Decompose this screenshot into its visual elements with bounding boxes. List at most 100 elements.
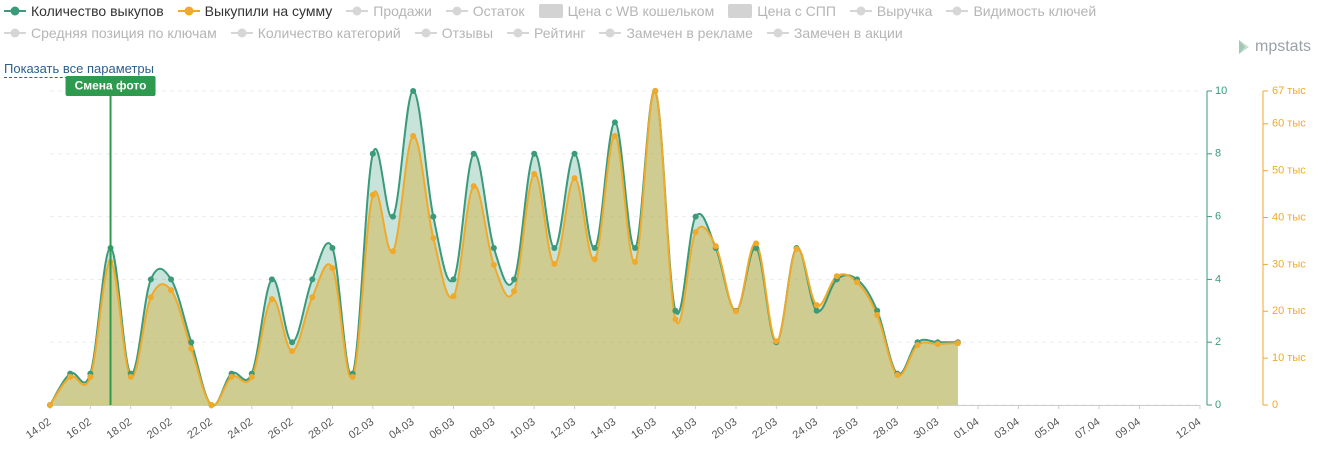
point: [591, 245, 598, 251]
point: [692, 213, 699, 220]
y-tick-label: 0: [1215, 399, 1221, 411]
point: [147, 294, 154, 301]
point: [712, 243, 719, 250]
y-tick-label: 10: [1215, 85, 1227, 97]
point: [389, 248, 396, 255]
point: [188, 345, 195, 352]
legend-item[interactable]: Средняя позиция по ключам: [4, 24, 217, 42]
point: [571, 150, 578, 157]
point: [914, 342, 921, 349]
point: [490, 261, 497, 268]
y-tick-label: 8: [1215, 148, 1221, 160]
x-tick-label: 12.04: [1174, 416, 1203, 442]
legend-label: Продажи: [373, 3, 432, 19]
point: [793, 245, 800, 252]
legend-item[interactable]: Продажи: [346, 2, 432, 20]
point: [611, 132, 618, 139]
point: [268, 296, 275, 303]
legend-item[interactable]: Количество категорий: [230, 24, 401, 42]
point: [611, 119, 618, 126]
y-tick-label: 6: [1215, 211, 1221, 223]
point: [490, 245, 497, 251]
y2-tick-label: 0: [1272, 399, 1278, 411]
point: [369, 192, 376, 199]
point: [87, 373, 94, 380]
legend-item[interactable]: Количество выкупов: [4, 2, 164, 20]
point: [652, 88, 659, 94]
point: [127, 373, 134, 380]
point: [410, 88, 417, 94]
point: [833, 273, 840, 280]
legend-item[interactable]: Отзывы: [414, 24, 493, 42]
legend-item[interactable]: Цена с WB кошельком: [538, 2, 715, 20]
point: [954, 340, 961, 347]
legend-item[interactable]: Остаток: [445, 2, 525, 20]
x-tick-label: 01.04: [952, 416, 981, 442]
y2-tick-label: 60 тыс: [1272, 118, 1306, 130]
y2-tick-label: 10 тыс: [1272, 352, 1306, 364]
x-tick-label: 06.03: [427, 416, 456, 442]
point: [268, 276, 275, 283]
point: [551, 260, 558, 267]
point: [874, 307, 881, 314]
point: [934, 341, 941, 348]
legend-label: Цена с СПП: [757, 3, 836, 19]
x-tick-label: 16.03: [629, 416, 658, 442]
legend: Количество выкупов Выкупили на сумму Прода…: [4, 2, 1114, 42]
point: [732, 308, 739, 315]
x-tick-label: 14.02: [24, 416, 53, 442]
point: [430, 235, 437, 242]
legend-item[interactable]: Цена с СПП: [728, 2, 836, 20]
point: [571, 175, 578, 182]
x-tick-label: 14.03: [589, 416, 618, 442]
x-tick-label: 24.03: [791, 416, 820, 442]
x-tick-label: 12.03: [549, 416, 578, 442]
x-tick-label: 05.04: [1033, 416, 1062, 442]
point: [511, 288, 518, 295]
point: [531, 150, 538, 157]
x-tick-label: 18.02: [105, 416, 134, 442]
point: [248, 373, 255, 380]
x-tick-label: 18.03: [670, 416, 699, 442]
legend-item[interactable]: Выкупили на сумму: [177, 2, 332, 20]
legend-label: Рейтинг: [534, 25, 586, 41]
x-tick-label: 03.04: [992, 416, 1021, 442]
legend-label: Замечен в акции: [793, 25, 903, 41]
point: [450, 293, 457, 300]
point: [813, 307, 820, 314]
x-tick-label: 28.03: [871, 416, 900, 442]
legend-label: Цена с WB кошельком: [567, 3, 715, 19]
legend-icon: [766, 28, 789, 38]
x-tick-label: 26.02: [266, 416, 295, 442]
point: [188, 339, 195, 346]
x-tick-label: 22.03: [750, 416, 779, 442]
legend-icon: [728, 4, 753, 18]
point: [389, 213, 396, 220]
legend-item[interactable]: Замечен в рекламе: [599, 24, 753, 42]
legend-item[interactable]: Выручка: [849, 2, 932, 20]
legend-icon: [177, 6, 200, 16]
y2-tick-label: 20 тыс: [1272, 305, 1306, 317]
point: [329, 265, 336, 272]
point: [470, 183, 477, 190]
legend-item[interactable]: Замечен в акции: [766, 24, 903, 42]
x-tick-label: 20.02: [145, 416, 174, 442]
point: [753, 245, 760, 251]
point: [753, 240, 760, 247]
legend-label: Остаток: [472, 3, 525, 19]
x-tick-label: 09.04: [1113, 416, 1142, 442]
legend-item[interactable]: Видимость ключей: [946, 2, 1096, 20]
y-tick-label: 4: [1215, 273, 1221, 285]
point: [591, 256, 598, 263]
y2-tick-label: 50 тыс: [1272, 165, 1306, 177]
point: [289, 348, 296, 355]
legend-icon: [946, 6, 969, 16]
x-tick-label: 20.03: [710, 416, 739, 442]
point: [511, 276, 518, 283]
legend-item[interactable]: Рейтинг: [507, 24, 585, 42]
x-tick-label: 16.02: [64, 416, 93, 442]
point: [329, 245, 336, 251]
legend-label: Количество выкупов: [31, 3, 164, 19]
